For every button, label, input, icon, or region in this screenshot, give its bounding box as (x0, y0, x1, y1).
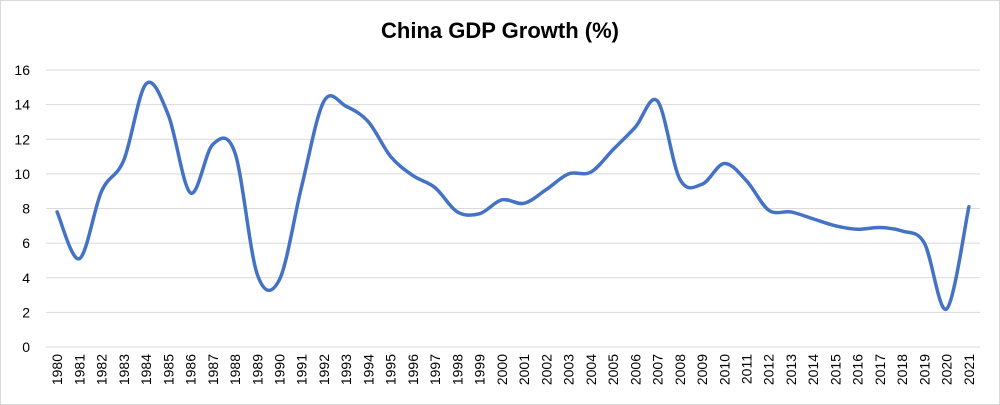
x-tick-label: 2021 (961, 354, 977, 385)
data-point-1993 (344, 104, 348, 108)
data-point-2019 (922, 241, 926, 245)
data-point-1990 (278, 277, 281, 281)
data-point-1980 (55, 210, 59, 214)
x-tick-label: 1990 (272, 354, 288, 385)
data-point-1991 (300, 184, 304, 188)
y-tick-label: 12 (14, 131, 30, 147)
x-tick-label: 2014 (805, 354, 821, 385)
data-point-2008 (678, 177, 682, 181)
y-tick-label: 8 (22, 201, 30, 217)
data-point-1982 (100, 189, 104, 193)
x-tick-label: 1997 (427, 354, 443, 385)
x-tick-label: 1995 (383, 354, 399, 385)
data-point-2020 (945, 307, 949, 311)
x-tick-label: 2017 (872, 354, 888, 385)
x-tick-label: 1992 (316, 354, 332, 385)
data-point-1996 (411, 174, 415, 178)
x-tick-label: 2011 (739, 354, 755, 384)
y-tick-label: 14 (14, 97, 30, 113)
x-tick-label: 1987 (205, 354, 221, 385)
x-tick-label: 1999 (472, 354, 488, 385)
data-point-1986 (189, 191, 193, 195)
x-tick-label: 1986 (183, 354, 199, 385)
data-point-1992 (322, 99, 326, 103)
x-tick-label: 1984 (138, 354, 154, 385)
x-tick-label: 2008 (672, 354, 688, 385)
data-point-2007 (656, 99, 660, 103)
x-tick-label: 2015 (827, 354, 843, 385)
data-point-2015 (833, 224, 837, 228)
x-tick-label: 1994 (360, 354, 376, 385)
data-point-1988 (233, 151, 237, 155)
data-point-1998 (455, 210, 459, 214)
x-tick-label: 2010 (716, 354, 732, 385)
data-point-2016 (856, 227, 860, 231)
data-point-2021 (967, 205, 971, 209)
x-tick-label: 1988 (227, 354, 243, 385)
data-point-1985 (166, 113, 170, 117)
data-point-1994 (366, 120, 370, 124)
series-line-0 (55, 80, 971, 311)
chart-title: China GDP Growth (%) (381, 18, 619, 43)
x-tick-label: 2003 (561, 354, 577, 385)
x-tick-label: 1998 (449, 354, 465, 385)
data-point-1983 (122, 158, 126, 162)
data-point-1984 (144, 82, 148, 86)
x-tick-label: 1993 (338, 354, 354, 385)
data-point-1987 (211, 142, 215, 146)
data-point-1997 (433, 186, 437, 190)
data-point-2006 (633, 125, 637, 129)
x-tick-label: 1991 (294, 354, 310, 385)
data-point-2009 (700, 182, 704, 186)
x-tick-label: 2019 (916, 354, 932, 385)
x-tick-label: 1980 (49, 354, 65, 385)
data-point-2012 (767, 208, 771, 212)
x-tick-label: 2016 (850, 354, 866, 385)
data-point-2017 (878, 226, 882, 230)
data-point-1995 (389, 155, 393, 159)
data-point-2013 (789, 210, 793, 214)
x-tick-label: 2002 (538, 354, 554, 385)
data-point-2010 (722, 161, 726, 165)
y-tick-label: 10 (14, 166, 30, 182)
data-point-2001 (522, 201, 526, 205)
y-tick-label: 6 (22, 235, 30, 251)
y-tick-label: 2 (22, 304, 30, 320)
x-tick-label: 2007 (650, 354, 666, 385)
y-tick-label: 4 (22, 270, 30, 286)
data-point-1999 (478, 212, 482, 216)
x-tick-label: 2018 (894, 354, 910, 385)
data-point-1989 (255, 272, 259, 276)
x-tick-label: 2005 (605, 354, 621, 385)
x-tick-label: 1983 (116, 354, 132, 385)
x-tick-label: 2009 (694, 354, 710, 385)
x-tick-label: 1996 (405, 354, 421, 385)
x-tick-label: 2020 (939, 354, 955, 385)
data-point-2014 (811, 217, 815, 221)
x-tick-label: 2012 (761, 354, 777, 385)
x-tick-label: 2013 (783, 354, 799, 385)
x-tick-label: 2001 (516, 354, 532, 385)
data-point-2011 (745, 179, 748, 183)
x-tick-label: 2004 (583, 354, 599, 385)
x-tick-label: 1981 (71, 354, 87, 385)
y-tick-label: 0 (22, 339, 30, 355)
data-point-2000 (500, 198, 504, 202)
x-tick-label: 1989 (249, 354, 265, 385)
x-tick-label: 1985 (160, 354, 176, 385)
y-tick-label: 16 (14, 62, 30, 78)
data-point-2004 (589, 170, 593, 174)
data-point-2018 (900, 229, 904, 233)
x-tick-label: 2000 (494, 354, 510, 385)
x-tick-label: 1982 (94, 354, 110, 385)
data-point-2005 (611, 148, 615, 152)
data-point-1981 (77, 257, 81, 261)
data-point-2002 (544, 187, 548, 191)
data-point-2003 (567, 172, 571, 176)
x-tick-label: 2006 (627, 354, 643, 385)
